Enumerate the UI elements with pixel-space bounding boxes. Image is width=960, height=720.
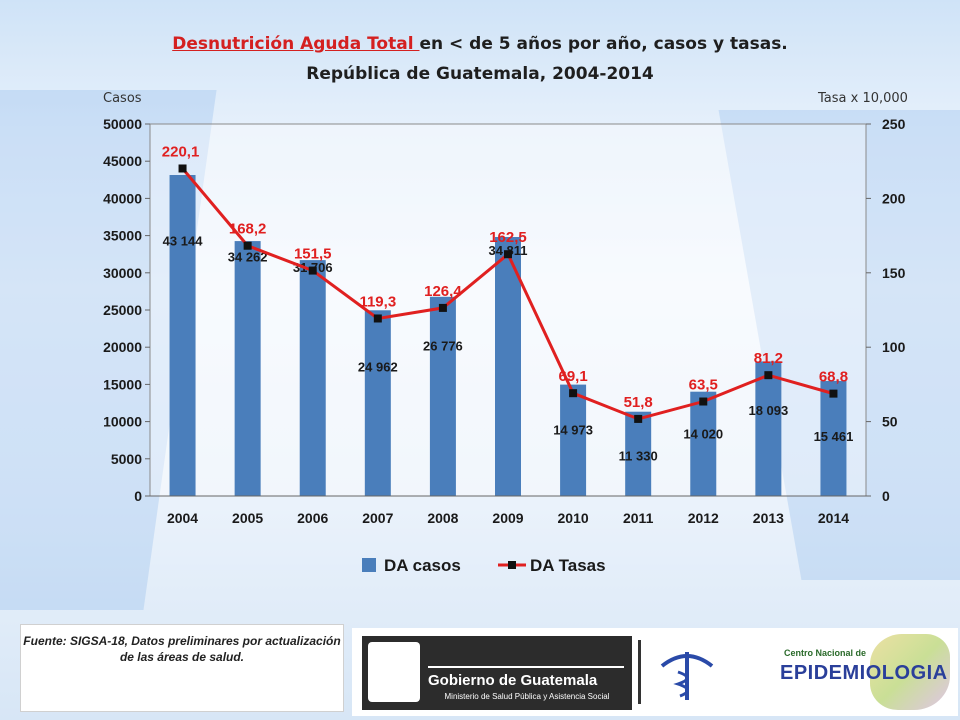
- left-axis-tick-label: 20000: [103, 339, 142, 355]
- right-axis-tick-label: 0: [882, 488, 890, 504]
- ministerio-name: Ministerio de Salud Pública y Asistencia…: [444, 692, 610, 701]
- point-da-tasas: [438, 303, 447, 312]
- line-data-label: 220,1: [162, 143, 200, 160]
- bar-da-casos: [625, 411, 652, 496]
- gobierno-logo: Gobierno de Guatemala Ministerio de Salu…: [362, 636, 632, 710]
- bar-data-label: 18 093: [748, 403, 788, 418]
- x-axis-tick-label: 2009: [492, 510, 523, 526]
- guatemala-map-icon: [870, 634, 950, 710]
- bar-da-casos: [429, 296, 456, 496]
- line-data-label: 63,5: [689, 377, 718, 394]
- right-axis-tick-label: 100: [882, 339, 906, 355]
- centro-nacional-label: Centro Nacional de: [784, 648, 867, 658]
- right-axis-tick-label: 150: [882, 265, 906, 281]
- epidemiologia-logo: Centro Nacional de EPIDEMIOLOGIA: [740, 634, 952, 712]
- x-axis-tick-label: 2011: [623, 510, 654, 526]
- left-axis-tick-label: 35000: [103, 228, 142, 244]
- left-axis-tick-label: 25000: [103, 302, 142, 318]
- bar-data-label: 15 461: [814, 429, 854, 444]
- bar-da-casos: [820, 380, 847, 496]
- x-axis-tick-label: 2013: [753, 510, 784, 526]
- line-data-label: 119,3: [359, 293, 396, 310]
- point-da-tasas: [569, 389, 578, 398]
- palace-building-icon: [428, 640, 624, 668]
- bar-data-label: 11 330: [619, 449, 658, 464]
- point-da-tasas: [764, 371, 773, 380]
- bar-data-label: 43 144: [163, 234, 204, 249]
- bar-da-casos: [299, 260, 326, 496]
- chart-title-highlight: Desnutrición Aguda Total: [172, 34, 420, 54]
- right-axis-tick-label: 250: [882, 116, 906, 132]
- bar-data-label: 14 020: [683, 427, 723, 442]
- chart-title-rest: en < de 5 años por año, casos y tasas.: [419, 34, 788, 54]
- x-axis-tick-label: 2006: [297, 510, 328, 526]
- right-axis-tick-label: 50: [882, 414, 898, 430]
- bar-data-label: 34 262: [228, 249, 268, 264]
- x-axis-tick-label: 2007: [362, 510, 393, 526]
- point-da-tasas: [829, 389, 838, 398]
- bar-da-casos: [495, 237, 521, 496]
- line-data-label: 68,8: [819, 369, 848, 386]
- combo-chart: 0 5000 10000 15000 20000 25000 30000 35000 40000…: [103, 116, 906, 575]
- left-axis-tick-label: 45000: [103, 153, 142, 169]
- bar-da-casos: [169, 175, 196, 496]
- legend-swatch-da-casos: [362, 558, 376, 572]
- legend-label-da-casos: DA casos: [384, 556, 461, 575]
- point-da-tasas: [699, 397, 708, 406]
- guatemala-seal-icon: [368, 642, 420, 702]
- x-axis-tick-label: 2012: [688, 510, 719, 526]
- left-axis-tick-label: 10000: [103, 414, 142, 430]
- line-data-label: 126,4: [424, 283, 462, 300]
- point-da-tasas: [308, 266, 317, 275]
- gobierno-name: Gobierno de Guatemala: [428, 672, 598, 689]
- line-data-label: 151,5: [294, 246, 332, 263]
- bar-data-label: 14 973: [553, 423, 593, 438]
- point-da-tasas: [243, 241, 252, 250]
- logo-divider: [638, 640, 641, 704]
- point-da-tasas: [373, 314, 382, 323]
- bar-da-casos: [364, 310, 391, 496]
- logo-strip: Gobierno de Guatemala Ministerio de Salu…: [352, 628, 958, 716]
- x-axis-tick-label: 2004: [167, 510, 198, 526]
- bar-data-label: 24 962: [358, 360, 398, 375]
- bar-da-casos: [755, 361, 782, 496]
- bar-da-casos: [234, 241, 261, 496]
- left-axis-tick-label: 15000: [103, 376, 142, 392]
- line-data-label: 51,8: [624, 394, 653, 411]
- legend-label-da-tasas: DA Tasas: [530, 556, 606, 575]
- left-axis-tick-label: 50000: [103, 116, 142, 132]
- point-da-tasas: [178, 164, 187, 173]
- left-axis-tick-label: 30000: [103, 265, 142, 281]
- line-data-label: 168,2: [229, 221, 267, 238]
- bar-da-casos: [690, 391, 717, 496]
- line-data-label: 81,2: [754, 350, 783, 367]
- line-data-label: 162,5: [489, 229, 527, 246]
- x-axis-tick-label: 2010: [558, 510, 589, 526]
- source-box: Fuente: SIGSA-18, Datos preliminares por…: [20, 624, 344, 712]
- left-axis-tick-label: 0: [134, 488, 142, 504]
- x-axis-tick-label: 2005: [232, 510, 263, 526]
- bar-da-casos: [560, 384, 587, 496]
- caduceus-icon: [660, 652, 714, 700]
- right-axis-title: Tasa x 10,000: [818, 91, 908, 106]
- left-axis-tick-label: 40000: [103, 190, 142, 206]
- left-axis-tick-label: 5000: [111, 451, 142, 467]
- epidemiologia-label: EPIDEMIOLOGIA: [780, 662, 948, 684]
- line-data-label: 69,1: [558, 368, 587, 385]
- point-da-tasas: [634, 414, 643, 423]
- point-da-tasas: [504, 250, 512, 259]
- right-axis-tick-label: 200: [882, 190, 906, 206]
- source-note: Fuente: SIGSA-18, Datos preliminares por…: [23, 634, 341, 664]
- x-axis-tick-label: 2008: [427, 510, 458, 526]
- chart-subtitle: República de Guatemala, 2004-2014: [306, 64, 654, 84]
- legend-marker-da-tasas: [508, 561, 516, 569]
- x-axis-tick-label: 2014: [818, 510, 849, 526]
- left-axis-title: Casos: [103, 91, 142, 106]
- chart-title: Desnutrición Aguda Total en < de 5 años …: [0, 34, 960, 54]
- bar-data-label: 26 776: [423, 339, 463, 354]
